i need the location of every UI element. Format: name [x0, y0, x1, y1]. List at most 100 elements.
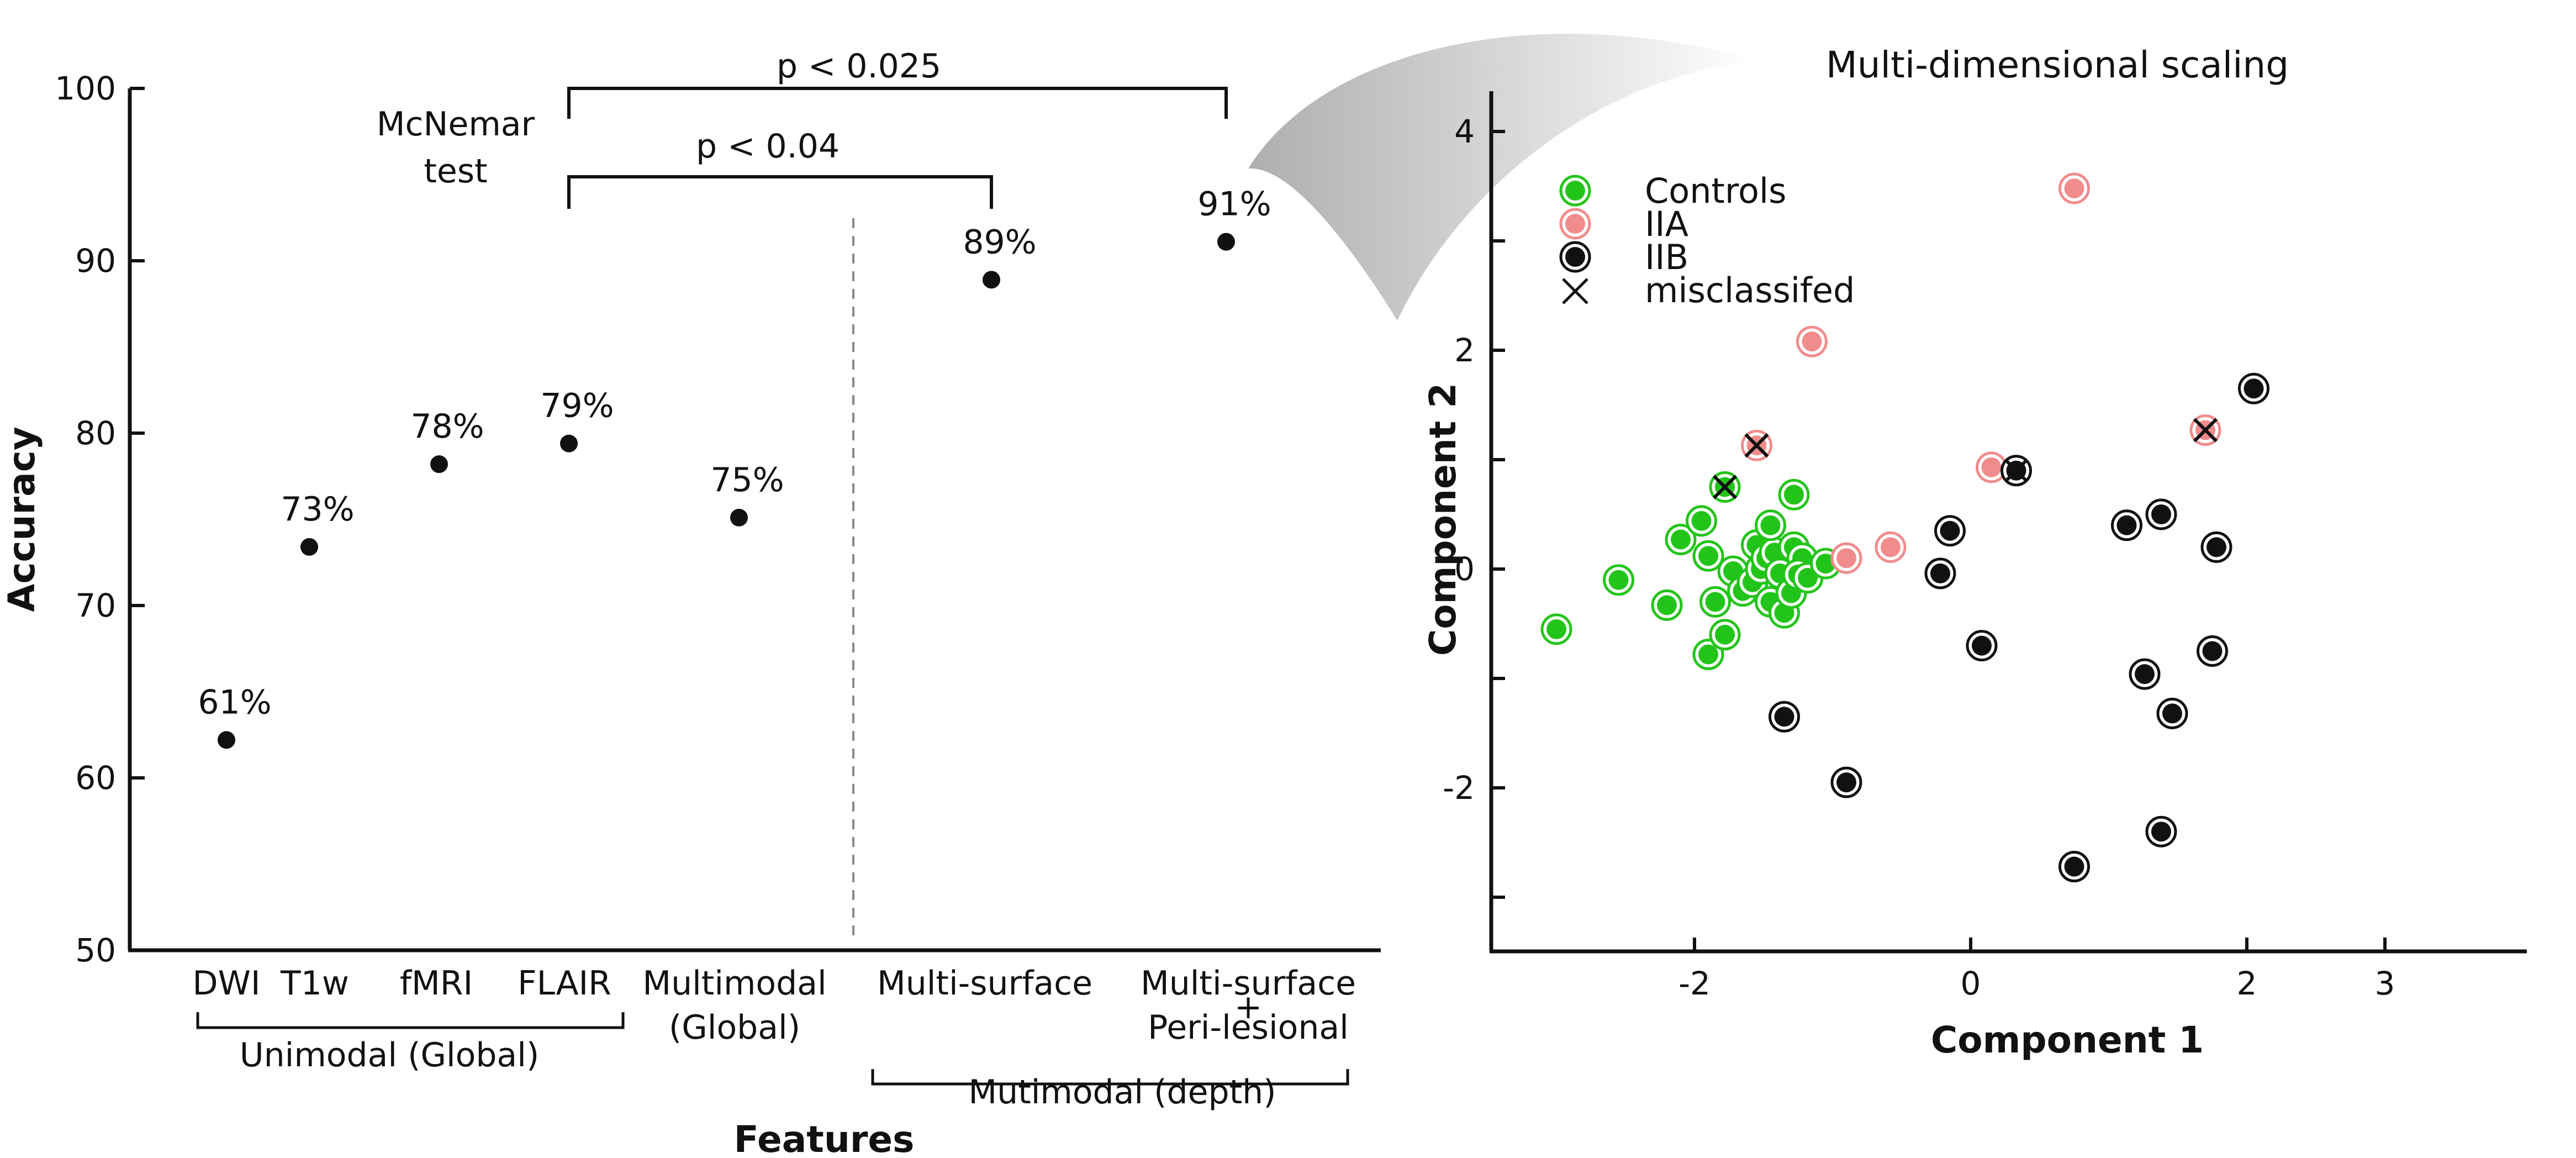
mds-point-iia: [1830, 542, 1862, 574]
category-labels: DWI T1w fMRI FLAIR Multimodal (Global) M…: [192, 964, 1356, 1047]
accuracy-point: [983, 271, 1000, 289]
mds-point-controls: [1540, 613, 1572, 645]
mds-point-iib: [1966, 630, 1998, 662]
mds-x-tick-label: 3: [2375, 965, 2395, 1002]
accuracy-point-label: 73%: [281, 490, 354, 529]
mds-y-axis-label: Component 2: [1422, 383, 1464, 656]
mds-point-controls: [1665, 524, 1697, 556]
mds-x-axis-label: Component 1: [1931, 1019, 2204, 1061]
legend-misclassified-label: misclassifed: [1645, 270, 1855, 310]
mds-point-controls: [1755, 509, 1786, 541]
group-brackets: Unimodal (Global) Mutimodal (depth): [196, 1012, 1349, 1112]
mds-point-iib: [2156, 697, 2188, 729]
mds-point-controls: [1603, 564, 1634, 596]
left-y-tick-label: 100: [55, 70, 116, 107]
accuracy-points: 61% 73% 78% 79% 75% 89% 91%: [198, 185, 1271, 749]
left-y-tick-label: 50: [75, 931, 116, 969]
mds-y-tick-label: 0: [1454, 550, 1475, 588]
mds-x-tick-label: 2: [2237, 965, 2257, 1002]
mds-point-controls: [1810, 548, 1841, 580]
accuracy-point-label: 61%: [198, 683, 271, 722]
mds-ticks: -2 0 2 3 -2 0 2 4: [1443, 113, 2395, 1002]
legend-iib-marker: [1559, 241, 1591, 273]
mds-point-controls: [1709, 619, 1741, 651]
mds-y-tick-label: -2: [1443, 769, 1475, 807]
group-label-unimodal: Unimodal (Global): [240, 1036, 540, 1075]
accuracy-point-label: 91%: [1197, 185, 1271, 224]
left-y-ticks: 50 60 70 80 90 100: [55, 70, 145, 969]
mds-point-iib: [2197, 635, 2228, 667]
legend-controls-label: Controls: [1645, 171, 1786, 211]
accuracy-point: [300, 538, 318, 556]
cat-label-multimodal: Multimodal: [642, 964, 826, 1003]
mds-point-misclassified: [2193, 418, 2218, 443]
mds-point-misclassified: [2004, 458, 2029, 483]
cat-label-multisurface: Multi-surface: [877, 964, 1092, 1003]
accuracy-point: [1217, 233, 1235, 251]
cat-label-dwi: DWI: [192, 964, 260, 1003]
mcnemar-label-line2: test: [424, 152, 487, 191]
left-y-tick-label: 70: [75, 587, 116, 624]
mds-point-iia: [1796, 325, 1828, 357]
mds-point-controls: [1699, 586, 1731, 618]
cat-label-perilesional: Peri-lesional: [1148, 1008, 1349, 1047]
accuracy-point: [218, 731, 235, 749]
mds-point-iia: [1976, 451, 2007, 483]
mds-point-iia: [2058, 172, 2090, 204]
mds-point-controls: [1778, 478, 1810, 510]
mds-point-iib: [2145, 498, 2177, 530]
cat-label-flair: FLAIR: [518, 964, 611, 1003]
accuracy-point: [430, 455, 448, 473]
legend-iia-label: IIA: [1645, 204, 1688, 244]
mds-y-tick-label: 2: [1454, 331, 1475, 369]
legend-controls-marker: [1559, 175, 1591, 207]
mds-title: Multi-dimensional scaling: [1826, 44, 2289, 86]
mds-point-iib: [2238, 372, 2269, 404]
legend-iib-label: IIB: [1645, 237, 1688, 277]
bracket-p025-label: p < 0.025: [777, 47, 941, 86]
left-y-tick-label: 60: [75, 759, 116, 797]
cat-label-plus: +: [1234, 988, 1262, 1027]
accuracy-chart: 50 60 70 80 90 100 Accuracy Features p < 0.02…: [1, 47, 1381, 1158]
accuracy-point-label: 78%: [410, 407, 484, 446]
mds-point-iib: [2145, 815, 2177, 848]
connector-arc: [1248, 34, 1756, 321]
legend-misclassified-marker: [1562, 278, 1588, 304]
left-x-axis-label: Features: [734, 1118, 915, 1158]
bracket-p04: [567, 175, 993, 209]
mds-point-controls: [1651, 589, 1683, 621]
left-y-tick-label: 90: [75, 242, 116, 280]
mcnemar-label-line1: McNemar: [377, 105, 535, 144]
mds-point-controls: [1686, 505, 1717, 537]
mds-point-iib: [2129, 658, 2161, 690]
accuracy-point-label: 79%: [540, 387, 614, 425]
mds-y-tick-label: 4: [1454, 113, 1475, 150]
mds-point-iib: [2200, 531, 2232, 563]
mds-point-iib: [1830, 766, 1862, 798]
legend-iia-marker: [1559, 208, 1591, 240]
mds-point-iib: [2111, 509, 2142, 541]
accuracy-point: [560, 434, 578, 452]
mds-point-misclassified: [1744, 433, 1769, 458]
cat-label-multimodal-sub: (Global): [669, 1008, 800, 1047]
mds-point-controls: [1692, 540, 1724, 572]
cat-label-fmri: fMRI: [400, 964, 473, 1003]
accuracy-point: [730, 508, 748, 527]
accuracy-point-label: 89%: [963, 223, 1036, 261]
mds-chart: Multi-dimensional scaling -2 0 2 3 -2 0 2 4 Com…: [1422, 44, 2527, 1061]
mds-legend: Controls IIA IIB misclassifed: [1559, 171, 1855, 310]
mds-point-misclassified: [1712, 475, 1738, 499]
group-bracket-multimodal-depth: [871, 1069, 1349, 1086]
bracket-p025: [567, 87, 1228, 119]
cat-label-t1w: T1w: [280, 964, 349, 1003]
mds-point-iib: [2058, 851, 2090, 883]
group-bracket-unimodal: [196, 1012, 625, 1029]
mds-point-iib: [1934, 515, 1966, 547]
mds-x-tick-label: 0: [1961, 965, 1981, 1002]
mds-point-iib: [1769, 701, 1800, 733]
bracket-p04-label: p < 0.04: [696, 127, 840, 166]
left-y-axis-label: Accuracy: [1, 427, 43, 612]
cat-label-multisurface-peri: Multi-surface: [1141, 964, 1356, 1003]
left-y-tick-label: 80: [75, 414, 116, 452]
mds-point-iib: [1924, 557, 1956, 589]
